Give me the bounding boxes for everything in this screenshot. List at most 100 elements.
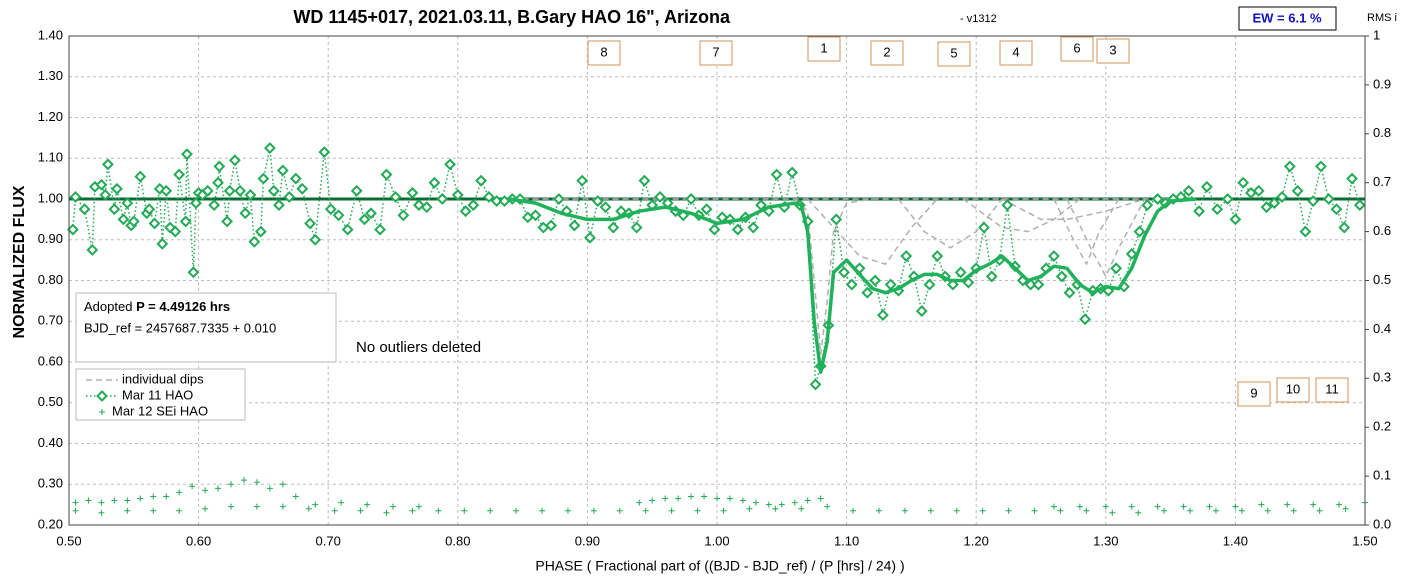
data-point — [1299, 225, 1312, 238]
data-point — [1310, 501, 1317, 508]
data-point — [1258, 501, 1265, 508]
data-point — [927, 507, 934, 514]
data-point — [1211, 203, 1224, 216]
data-point — [304, 217, 316, 230]
data-point — [591, 195, 604, 207]
legend-label: Mar 12 SEi HAO — [112, 403, 208, 418]
data-point — [564, 507, 571, 514]
data-point — [98, 499, 105, 506]
data-point — [153, 182, 166, 195]
data-point — [576, 174, 589, 187]
data-point — [111, 497, 118, 504]
data-point — [117, 213, 130, 226]
data-point — [380, 168, 393, 181]
y2-tick-label: 0.3 — [1373, 370, 1391, 385]
data-point — [884, 278, 897, 291]
data-point — [358, 213, 371, 226]
data-point — [150, 507, 157, 514]
data-point — [1031, 507, 1038, 514]
data-point — [66, 223, 79, 236]
data-point — [1336, 501, 1343, 508]
dip-label: 1 — [820, 40, 827, 55]
data-point — [1260, 201, 1273, 214]
x-tick-label: 1.00 — [704, 533, 729, 548]
data-point — [900, 250, 913, 262]
y-tick-label: 0.30 — [38, 476, 63, 491]
data-point — [409, 507, 416, 514]
data-point — [248, 235, 261, 248]
y-axis-label: NORMALIZED FLUX — [11, 185, 28, 338]
y2-tick-label: 0.4 — [1373, 321, 1391, 336]
data-point — [1338, 221, 1351, 234]
data-point — [124, 497, 131, 504]
data-point — [791, 499, 798, 506]
data-point — [804, 497, 811, 504]
data-point — [78, 203, 91, 216]
data-point — [1221, 193, 1234, 205]
data-point — [279, 503, 286, 510]
data-point — [1193, 205, 1206, 218]
dip-label: 9 — [1250, 385, 1257, 400]
data-point — [876, 507, 882, 514]
data-point — [1135, 509, 1142, 516]
data-point — [435, 507, 442, 514]
y-tick-label: 1.30 — [38, 68, 63, 83]
data-point — [99, 189, 112, 201]
data-point — [830, 213, 843, 226]
data-point — [778, 501, 785, 508]
data-point — [1322, 193, 1335, 205]
y-tick-label: 0.50 — [38, 394, 63, 409]
data-point — [675, 495, 682, 502]
y2-tick-label: 0.8 — [1373, 125, 1391, 140]
data-point — [953, 507, 960, 514]
data-point — [490, 195, 503, 207]
data-point — [459, 205, 472, 218]
data-point — [1187, 507, 1194, 514]
data-point — [143, 203, 156, 216]
dip-label: 8 — [600, 44, 607, 59]
data-point — [101, 158, 114, 171]
data-point — [714, 495, 720, 502]
data-point — [163, 493, 170, 500]
series-line — [794, 198, 873, 355]
data-point — [746, 505, 753, 512]
data-point — [176, 507, 183, 514]
data-point — [954, 266, 967, 279]
dip-label-box — [937, 41, 971, 67]
data-point — [786, 166, 799, 179]
dip-label-box — [999, 40, 1033, 66]
data-point — [545, 219, 558, 232]
data-point — [121, 197, 134, 209]
data-point — [1083, 507, 1090, 514]
data-point — [173, 168, 186, 181]
data-point — [111, 182, 123, 195]
dip-label: 11 — [1325, 381, 1339, 396]
data-point — [1212, 507, 1219, 514]
data-point — [1050, 503, 1057, 510]
x-tick-label: 1.50 — [1352, 533, 1377, 548]
data-point — [1180, 503, 1187, 510]
info-period: Adopted P = 4.49126 hrs — [84, 299, 230, 314]
data-point — [318, 146, 331, 159]
data-point — [350, 184, 363, 197]
data-point — [636, 499, 643, 506]
data-point — [244, 189, 257, 201]
data-point — [720, 507, 727, 514]
data-point — [1102, 503, 1109, 510]
data-point — [1005, 507, 1012, 514]
x-tick-label: 0.90 — [575, 533, 600, 548]
data-point — [98, 509, 105, 516]
info-adopted: Adopted — [84, 299, 132, 314]
data-point — [108, 203, 121, 216]
data-point — [1109, 509, 1116, 516]
legend-label: individual dips — [122, 371, 204, 386]
data-point — [189, 483, 196, 490]
data-point — [338, 499, 345, 506]
data-point — [292, 493, 299, 500]
chart-subtitle: - v1312 — [960, 13, 997, 25]
x-tick-label: 0.80 — [445, 533, 470, 548]
data-point — [413, 199, 425, 212]
data-point — [357, 507, 364, 514]
y2-tick-label: 0.1 — [1373, 468, 1391, 483]
data-point — [654, 191, 666, 203]
